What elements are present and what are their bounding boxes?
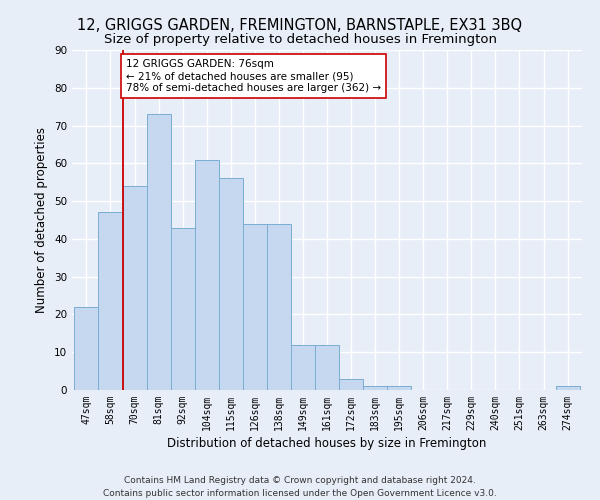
Bar	[363, 386, 387, 390]
Bar	[74, 307, 98, 390]
Bar	[219, 178, 243, 390]
Text: 12, GRIGGS GARDEN, FREMINGTON, BARNSTAPLE, EX31 3BQ: 12, GRIGGS GARDEN, FREMINGTON, BARNSTAPL…	[77, 18, 523, 32]
Bar	[98, 212, 122, 390]
Text: Size of property relative to detached houses in Fremington: Size of property relative to detached ho…	[104, 32, 497, 46]
Text: Contains HM Land Registry data © Crown copyright and database right 2024.
Contai: Contains HM Land Registry data © Crown c…	[103, 476, 497, 498]
Bar	[291, 344, 315, 390]
Bar	[556, 386, 580, 390]
Bar	[170, 228, 194, 390]
Bar	[122, 186, 146, 390]
X-axis label: Distribution of detached houses by size in Fremington: Distribution of detached houses by size …	[167, 437, 487, 450]
Text: 12 GRIGGS GARDEN: 76sqm
← 21% of detached houses are smaller (95)
78% of semi-de: 12 GRIGGS GARDEN: 76sqm ← 21% of detache…	[126, 60, 381, 92]
Bar	[146, 114, 170, 390]
Bar	[194, 160, 219, 390]
Bar	[243, 224, 267, 390]
Bar	[267, 224, 291, 390]
Y-axis label: Number of detached properties: Number of detached properties	[35, 127, 49, 313]
Bar	[315, 344, 339, 390]
Bar	[387, 386, 411, 390]
Bar	[339, 378, 363, 390]
